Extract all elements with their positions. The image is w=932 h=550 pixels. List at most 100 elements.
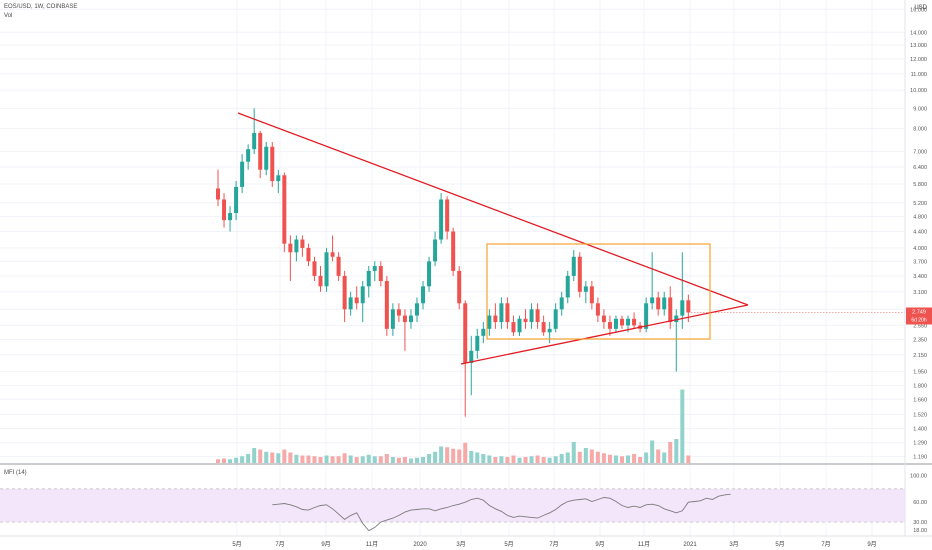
volume-bar <box>680 389 685 463</box>
volume-bar <box>638 457 643 463</box>
candle-body <box>324 252 329 287</box>
candle-body <box>547 328 552 333</box>
mfi-line <box>272 493 731 532</box>
candle-body <box>650 297 655 304</box>
x-tick-label: 5月 <box>232 541 241 548</box>
volume-bar <box>276 453 281 463</box>
x-tick-label: 9月 <box>321 541 330 548</box>
volume-bar <box>553 456 558 463</box>
x-tick-label: 3月 <box>456 541 465 548</box>
candle-body <box>662 297 667 310</box>
volume-bar <box>445 447 450 463</box>
candle-body <box>613 318 618 329</box>
volume-bar <box>644 452 649 463</box>
candle-body <box>306 247 311 262</box>
volume-bar <box>252 448 257 463</box>
candle-body <box>330 252 335 257</box>
candle-body <box>595 303 600 316</box>
volume-bar <box>451 448 456 463</box>
volume-bar <box>294 454 299 463</box>
x-tick-label: 11月 <box>638 541 650 548</box>
candle-body <box>216 188 220 200</box>
volume-bar <box>264 451 269 463</box>
x-tick-label: 5月 <box>775 541 784 548</box>
volume-bar <box>222 458 227 463</box>
candle-body <box>577 256 582 292</box>
candle-body <box>493 315 498 323</box>
volume-bar <box>228 459 233 463</box>
volume-bar <box>589 449 594 463</box>
candle-body <box>439 199 444 240</box>
candle-body <box>529 309 534 323</box>
x-tick-label: 11月 <box>366 541 378 548</box>
volume-bar <box>499 456 504 463</box>
candle-body <box>354 297 359 304</box>
y-tick-label: 1.520 <box>913 412 927 418</box>
candle-body <box>601 315 606 323</box>
volume-bar <box>481 454 486 463</box>
candle-body <box>541 322 546 333</box>
candle-body <box>686 300 691 313</box>
candle-body <box>312 261 317 276</box>
y-tick-label: 3.700 <box>913 259 927 265</box>
candle-body <box>396 309 401 316</box>
volume-bar <box>348 455 353 463</box>
y-tick-label: 1.950 <box>913 370 927 376</box>
volume-bar <box>300 455 305 463</box>
candle-body <box>644 303 649 329</box>
volume-legend: Vol <box>4 13 13 19</box>
candle-body <box>342 275 347 310</box>
candle-body <box>246 149 251 162</box>
candle-body <box>487 315 492 329</box>
y-tick-label: 2.550 <box>913 323 927 329</box>
y-tick-label: 6.400 <box>913 165 927 171</box>
volume-bar <box>240 456 245 463</box>
y-tick-label: 14.000 <box>910 30 927 36</box>
volume-bar <box>517 457 522 463</box>
y-tick-label: 3.100 <box>913 290 927 296</box>
volume-bar <box>433 451 438 463</box>
candle-body <box>620 318 625 326</box>
volume-bar <box>342 453 347 463</box>
candle-body <box>505 303 510 323</box>
candle-body <box>607 322 612 329</box>
y-tick-label: 5.200 <box>913 201 927 207</box>
volume-bar <box>656 449 661 463</box>
y-tick-label: 8.000 <box>913 127 927 133</box>
candle-body <box>632 318 637 326</box>
candle-body <box>535 309 540 323</box>
x-tick-label: 7月 <box>549 541 558 548</box>
volume-bar <box>246 454 251 463</box>
volume-bar <box>523 457 528 463</box>
candle-body <box>408 315 413 323</box>
y-tick-label: 12.000 <box>910 57 927 63</box>
candle-body <box>264 146 269 170</box>
candle-body <box>674 315 679 323</box>
y-tick-label: 4.400 <box>913 230 927 236</box>
y-tick-label: 5.800 <box>913 182 927 188</box>
volume-bar <box>583 448 588 463</box>
volume-bar <box>306 455 311 463</box>
x-tick-label: 2020 <box>413 542 427 548</box>
volume-bar <box>487 455 492 463</box>
candle-body <box>463 303 468 363</box>
y-tick-label: 1.660 <box>913 397 927 403</box>
candle-body <box>445 199 450 232</box>
y-tick-label: 1.400 <box>913 427 927 433</box>
candle-body <box>360 286 365 304</box>
y-tick-label: 3.400 <box>913 274 927 280</box>
candle-body <box>565 275 570 298</box>
candle-body <box>457 270 462 304</box>
candle-body <box>499 303 504 323</box>
volume-bar <box>626 455 631 463</box>
volume-bar <box>559 454 564 463</box>
volume-bar <box>414 457 419 463</box>
candle-body <box>523 318 528 323</box>
volume-bar <box>511 455 516 463</box>
volume-bar <box>330 456 335 463</box>
mfi-legend: MFI (14) <box>4 470 27 476</box>
volume-bar <box>258 449 263 463</box>
volume-bar <box>402 457 407 463</box>
drawing-overlays <box>237 112 905 365</box>
